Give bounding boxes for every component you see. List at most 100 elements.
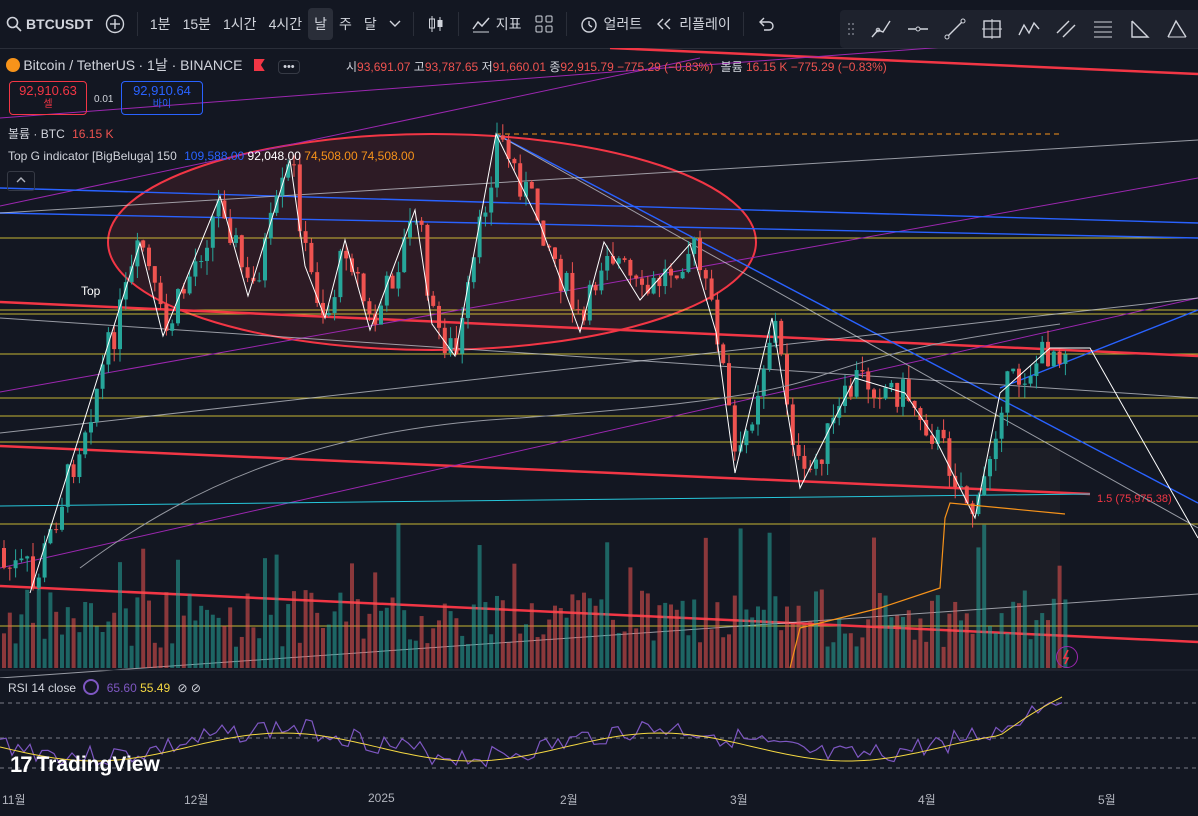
rsi-legend[interactable]: RSI 14 close 65.60 55.49 ⊘ ⊘	[8, 679, 201, 695]
collapse-legend-button[interactable]	[7, 171, 35, 191]
candle-body	[205, 247, 209, 261]
volume-bar	[344, 621, 349, 668]
candle-body	[442, 327, 447, 354]
candle-body	[837, 406, 842, 418]
candle-body	[680, 271, 685, 279]
volume-bar	[912, 639, 917, 668]
purple-channel-line	[0, 57, 701, 207]
interval-1h[interactable]: 1시간	[223, 16, 257, 32]
candle-body	[558, 258, 563, 291]
open-value: 93,691.07	[357, 60, 411, 74]
chart-type-button[interactable]	[420, 0, 452, 48]
candle-body	[48, 529, 53, 544]
volume-bar	[303, 590, 308, 668]
buy-button[interactable]: 92,910.64 바이	[121, 81, 203, 115]
volume-bar	[535, 637, 540, 668]
indicator-value-3: 74,508.00	[304, 149, 358, 163]
candle-body	[187, 276, 192, 294]
interval-1m[interactable]: 1분	[149, 16, 171, 32]
volume-bar	[976, 547, 981, 668]
replay-button[interactable]: 리플레이	[648, 0, 737, 48]
volume-bar	[993, 632, 998, 668]
pattern-tool[interactable]	[1121, 10, 1158, 48]
candle-body	[570, 272, 575, 310]
indicator-legend[interactable]: Top G indicator [BigBeluga] 150 109,588.…	[8, 149, 414, 163]
volume-bar	[1028, 639, 1033, 668]
horizontal-ray-tool[interactable]	[899, 10, 936, 48]
alert-button[interactable]: 얼러트	[573, 0, 649, 48]
volume-bar	[866, 619, 871, 668]
path-tool[interactable]	[1010, 10, 1047, 48]
parallel-channel-icon	[1056, 20, 1075, 38]
flag-icon[interactable]	[253, 59, 265, 71]
interval-dropdown[interactable]	[383, 0, 407, 48]
projection-tool[interactable]	[1158, 10, 1195, 48]
candle-body	[1046, 341, 1050, 367]
candle-body	[170, 323, 175, 331]
interval-1w[interactable]: 주	[339, 16, 352, 32]
volume-bar	[60, 634, 64, 668]
rsi-value: 65.60	[106, 681, 137, 695]
symbol-label: BTCUSDT	[26, 16, 93, 32]
symbol-search[interactable]: BTCUSDT	[0, 0, 99, 48]
interval-1mo[interactable]: 달	[363, 16, 377, 32]
candle-body	[721, 344, 726, 364]
volume-bar	[854, 646, 859, 668]
crosshair-box-tool[interactable]	[973, 10, 1010, 48]
chart-canvas[interactable]	[0, 48, 1198, 816]
candle-body	[338, 250, 343, 298]
candle-body	[1011, 368, 1016, 372]
undo-icon	[758, 17, 774, 31]
templates-button[interactable]	[528, 0, 560, 48]
candle-body	[94, 388, 99, 423]
hide-icon[interactable]: ⊘	[177, 681, 188, 695]
candle-body	[785, 354, 789, 405]
chart-pane[interactable]: Bitcoin / TetherUS · 1날 · BINANCE ••• 시9…	[0, 48, 1198, 816]
volume-bar	[669, 604, 673, 668]
volume-bar	[819, 589, 824, 668]
candle-body	[1063, 354, 1068, 364]
drag-handle[interactable]	[840, 10, 862, 48]
volume-legend[interactable]: 볼륨 · BTC 16.15 K	[8, 125, 113, 142]
volume-bar	[361, 638, 366, 668]
line-tool[interactable]	[936, 10, 973, 48]
undo-button[interactable]	[750, 0, 782, 48]
candle-body	[77, 454, 82, 478]
zigzag-icon	[1017, 21, 1040, 36]
volume-bar	[286, 604, 291, 668]
hide-icon-2[interactable]: ⊘	[190, 681, 201, 695]
lightning-icon[interactable]	[1056, 646, 1078, 668]
sell-button[interactable]: 92,910.63 셀	[9, 81, 87, 115]
candle-body	[315, 272, 320, 303]
parallel-channel-tool[interactable]	[1047, 10, 1084, 48]
volume-bar	[999, 613, 1004, 668]
interval-4h[interactable]: 4시간	[268, 16, 303, 32]
fib-tool[interactable]	[1084, 10, 1121, 48]
volume-bar	[1005, 633, 1010, 668]
rsi-source-icon[interactable]	[83, 679, 100, 695]
compare-button[interactable]	[99, 0, 131, 48]
candle-body	[1022, 383, 1027, 385]
candle-body	[529, 181, 534, 189]
pair-name[interactable]: Bitcoin / TetherUS	[23, 57, 136, 73]
volume-label: 볼륨	[720, 60, 743, 74]
candle-body	[802, 455, 807, 469]
highlight-ellipse[interactable]	[107, 133, 757, 351]
interval-1d[interactable]: 날	[308, 8, 333, 40]
fib-level-label[interactable]: 1.5 (75,975.38)	[1097, 493, 1172, 505]
volume-bar	[442, 603, 447, 668]
blue-trend-line	[0, 187, 1198, 224]
volume-bar	[390, 597, 395, 668]
candle-body	[819, 459, 824, 464]
candle-body	[553, 247, 557, 259]
volume-bar	[355, 599, 360, 668]
trend-line-tool[interactable]	[862, 10, 899, 48]
candle-body	[483, 212, 488, 217]
more-button[interactable]: •••	[278, 60, 300, 74]
top-annotation[interactable]: Top	[81, 284, 101, 298]
indicators-button[interactable]: 지표	[465, 0, 528, 48]
candle-body	[106, 332, 111, 365]
candle-body	[245, 267, 250, 278]
interval-15m[interactable]: 15분	[182, 16, 212, 32]
volume-bar	[500, 600, 505, 668]
